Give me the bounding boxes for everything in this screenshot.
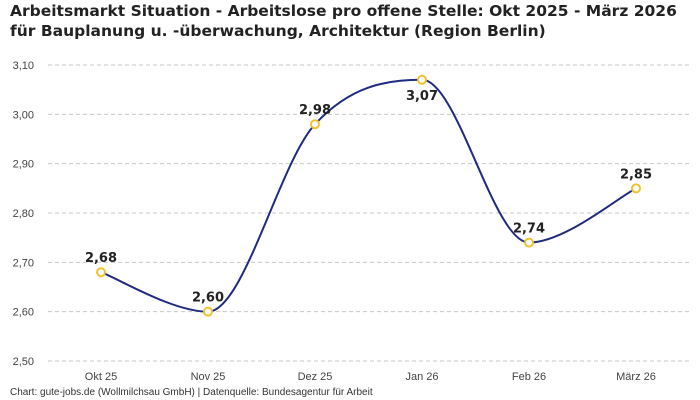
data-point bbox=[524, 237, 534, 248]
data-label: 2,74 bbox=[513, 222, 545, 237]
x-tick-label: Jan 26 bbox=[405, 371, 438, 383]
data-labels: 2,68 2,60 2,98 3,07 2,74 2,85 bbox=[85, 89, 652, 306]
data-label: 3,07 bbox=[406, 89, 438, 104]
data-point bbox=[96, 267, 106, 278]
data-point bbox=[417, 74, 427, 85]
data-label: 2,85 bbox=[620, 167, 652, 182]
x-tick-label: März 26 bbox=[616, 371, 656, 383]
footer-source: Chart: gute-jobs.de (Wollmilchsau GmbH) … bbox=[10, 387, 373, 398]
x-tick-label: Dez 25 bbox=[298, 371, 333, 383]
x-tick-label: Okt 25 bbox=[85, 371, 117, 383]
y-tick-label: 2,50 bbox=[13, 356, 34, 368]
chart-title: Arbeitsmarkt Situation - Arbeitslose pro… bbox=[10, 2, 677, 40]
y-tick-label: 2,90 bbox=[13, 159, 34, 171]
y-tick-label: 2,70 bbox=[13, 257, 34, 269]
x-axis-ticks: Okt 25 Nov 25 Dez 25 Jan 26 Feb 26 März 26 bbox=[85, 371, 656, 383]
data-label: 2,60 bbox=[192, 291, 224, 306]
y-tick-label: 3,10 bbox=[13, 60, 34, 72]
data-points bbox=[96, 74, 641, 317]
data-point bbox=[631, 183, 641, 194]
y-tick-label: 2,60 bbox=[13, 307, 34, 319]
y-tick-label: 3,00 bbox=[13, 109, 34, 121]
data-point bbox=[203, 306, 213, 317]
data-label: 2,98 bbox=[299, 103, 331, 118]
y-axis-ticks: 2,50 2,60 2,70 2,80 2,90 3,00 3,10 bbox=[13, 60, 34, 368]
x-tick-label: Nov 25 bbox=[191, 371, 226, 383]
x-tick-label: Feb 26 bbox=[512, 371, 546, 383]
grid-lines bbox=[48, 64, 690, 362]
data-point bbox=[310, 119, 320, 130]
y-tick-label: 2,80 bbox=[13, 208, 34, 220]
data-label: 2,68 bbox=[85, 251, 117, 266]
